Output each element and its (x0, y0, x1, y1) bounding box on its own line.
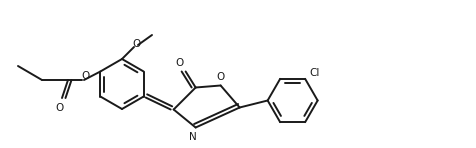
Text: O: O (176, 58, 184, 67)
Text: Cl: Cl (309, 68, 319, 78)
Text: O: O (217, 71, 225, 82)
Text: N: N (189, 132, 197, 143)
Text: O: O (132, 39, 140, 49)
Text: O: O (81, 71, 89, 81)
Text: O: O (56, 103, 64, 113)
